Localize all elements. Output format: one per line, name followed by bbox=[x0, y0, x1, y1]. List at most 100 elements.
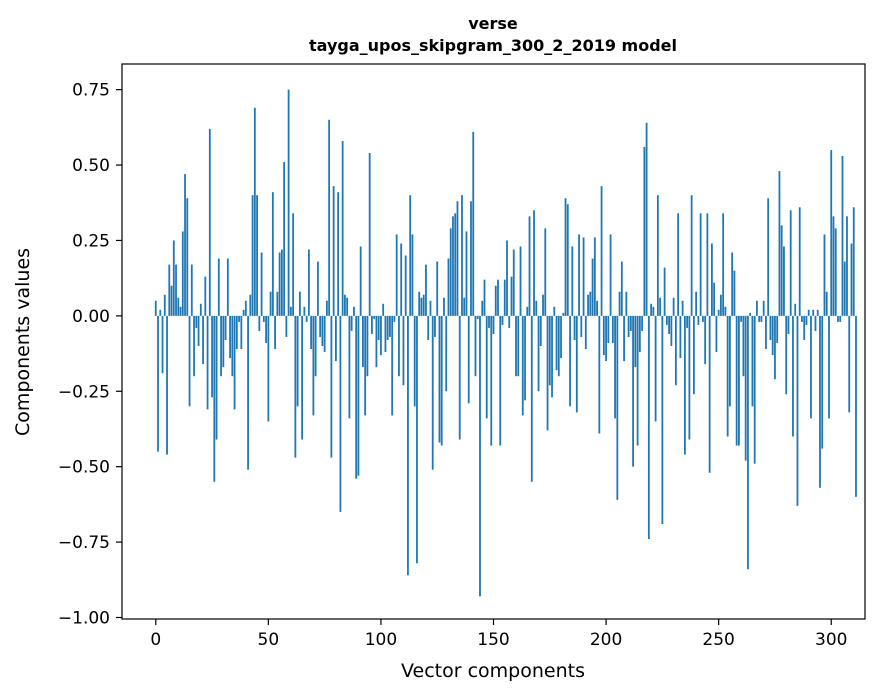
bar bbox=[292, 213, 295, 316]
bar bbox=[434, 315, 436, 337]
bar bbox=[654, 315, 657, 422]
bar bbox=[391, 315, 394, 416]
bar bbox=[515, 315, 517, 377]
bar bbox=[587, 294, 589, 316]
bar bbox=[758, 315, 761, 322]
bar bbox=[452, 216, 454, 316]
bar bbox=[262, 315, 265, 322]
bar bbox=[733, 270, 736, 316]
bar bbox=[571, 246, 574, 316]
bar bbox=[740, 315, 743, 322]
bar bbox=[168, 264, 171, 316]
bar bbox=[161, 315, 164, 374]
bar bbox=[805, 315, 808, 325]
bar bbox=[711, 243, 713, 316]
bar bbox=[823, 234, 826, 316]
bar bbox=[668, 315, 671, 334]
bar bbox=[533, 210, 535, 316]
bar bbox=[663, 267, 666, 316]
bar bbox=[542, 294, 544, 316]
bar bbox=[780, 225, 783, 316]
bar bbox=[828, 315, 830, 419]
bar bbox=[544, 228, 547, 316]
bar bbox=[821, 315, 824, 449]
bar bbox=[749, 312, 752, 316]
bar bbox=[386, 315, 389, 340]
bar bbox=[492, 315, 495, 334]
bar bbox=[269, 291, 272, 316]
bar bbox=[283, 162, 286, 316]
bar bbox=[787, 315, 790, 334]
bar bbox=[629, 315, 632, 331]
bar bbox=[339, 315, 342, 512]
bar bbox=[605, 315, 607, 362]
bar bbox=[411, 234, 414, 316]
bar bbox=[683, 315, 686, 455]
bar bbox=[427, 315, 430, 340]
bar bbox=[330, 315, 333, 458]
bar bbox=[724, 306, 727, 316]
bar bbox=[350, 315, 353, 331]
bar bbox=[362, 315, 364, 368]
bar bbox=[276, 291, 279, 316]
bar bbox=[636, 315, 639, 446]
x-tick-label: 0 bbox=[150, 630, 161, 650]
bar bbox=[238, 315, 240, 322]
bar bbox=[224, 315, 227, 340]
bar bbox=[803, 315, 806, 340]
bar bbox=[501, 315, 504, 325]
bar bbox=[508, 315, 511, 328]
bar bbox=[674, 315, 677, 386]
bar bbox=[647, 315, 650, 540]
chart-title: verse bbox=[468, 14, 518, 33]
bar bbox=[650, 303, 653, 316]
bar bbox=[596, 300, 598, 316]
bar bbox=[163, 294, 166, 316]
bar bbox=[699, 213, 702, 316]
bar bbox=[665, 315, 668, 325]
bar bbox=[258, 315, 261, 331]
bar bbox=[467, 315, 470, 404]
bar bbox=[366, 315, 369, 377]
bar bbox=[524, 315, 526, 401]
bar bbox=[454, 213, 457, 316]
bar bbox=[850, 243, 853, 316]
bar bbox=[692, 315, 695, 395]
bar bbox=[425, 264, 427, 316]
y-tick-label: 0.00 bbox=[72, 307, 110, 327]
bar bbox=[742, 315, 745, 377]
bar bbox=[244, 300, 247, 316]
bar bbox=[731, 252, 734, 316]
bar bbox=[713, 282, 716, 316]
bar bbox=[798, 207, 801, 316]
bar bbox=[375, 315, 378, 368]
y-tick-label: −0.75 bbox=[58, 533, 110, 553]
bar bbox=[314, 315, 317, 377]
bar bbox=[305, 315, 308, 322]
bar bbox=[830, 149, 833, 316]
bar bbox=[848, 315, 851, 413]
bar bbox=[206, 315, 209, 410]
bar bbox=[706, 213, 709, 316]
bar bbox=[407, 315, 409, 576]
x-axis-ticks: 0 50 100 150 200 250 300 bbox=[150, 619, 847, 650]
bar bbox=[443, 297, 445, 316]
bar bbox=[175, 264, 177, 316]
y-tick-label: −0.50 bbox=[58, 458, 110, 478]
bar bbox=[431, 315, 434, 470]
bar bbox=[553, 306, 556, 316]
bar bbox=[172, 240, 175, 316]
bar bbox=[312, 315, 315, 416]
bar bbox=[371, 315, 373, 334]
bar bbox=[769, 315, 772, 340]
bar bbox=[242, 309, 245, 316]
bar bbox=[573, 315, 576, 340]
bar bbox=[616, 315, 619, 500]
bar bbox=[643, 146, 646, 316]
bar bbox=[220, 315, 222, 377]
bar bbox=[776, 315, 779, 344]
bar bbox=[373, 315, 376, 319]
bar bbox=[418, 291, 421, 316]
bar bbox=[602, 315, 605, 356]
bar bbox=[456, 201, 459, 316]
